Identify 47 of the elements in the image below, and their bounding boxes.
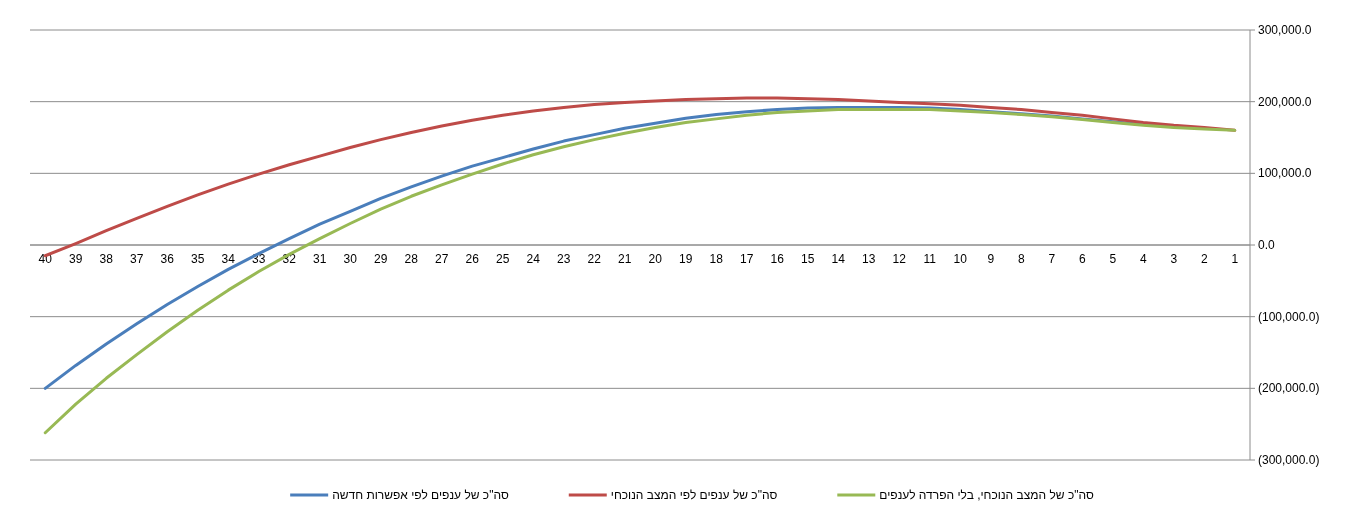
x-tick-label: 27 bbox=[435, 252, 449, 266]
x-tick-label: 29 bbox=[374, 252, 388, 266]
x-tick-label: 24 bbox=[526, 252, 541, 266]
x-tick-label: 37 bbox=[130, 252, 144, 266]
x-tick-label: 21 bbox=[618, 252, 632, 266]
x-tick-label: 22 bbox=[587, 252, 602, 266]
x-tick-label: 36 bbox=[160, 252, 175, 266]
x-tick-label: 31 bbox=[313, 252, 327, 266]
y-tick-label: (300,000.0) bbox=[1258, 453, 1320, 467]
y-tick-label: 200,000.0 bbox=[1258, 94, 1312, 109]
y-tick-label: 100,000.0 bbox=[1258, 166, 1312, 181]
x-tick-label: 3 bbox=[1170, 252, 1178, 266]
x-tick-label: 34 bbox=[221, 252, 236, 266]
x-tick-label: 14 bbox=[831, 252, 846, 266]
x-tick-label: 35 bbox=[191, 252, 205, 266]
x-tick-label: 16 bbox=[770, 252, 785, 266]
x-tick-label: 26 bbox=[465, 252, 480, 266]
x-tick-label: 11 bbox=[923, 252, 937, 266]
x-tick-label: 38 bbox=[99, 252, 114, 266]
x-tick-label: 18 bbox=[709, 252, 724, 266]
x-tick-label: 6 bbox=[1078, 252, 1086, 266]
legend-label: סה"כ של המצב הנוכחי, בלי הפרדה לענפים bbox=[879, 488, 1094, 502]
x-tick-label: 23 bbox=[557, 252, 571, 266]
x-tick-label: 17 bbox=[740, 252, 754, 266]
legend-label: סה"כ של ענפים לפי המצב הנוכחי bbox=[610, 488, 778, 502]
y-tick-label: (200,000.0) bbox=[1258, 381, 1320, 396]
x-tick-label: 28 bbox=[404, 252, 419, 266]
x-tick-label: 12 bbox=[892, 252, 907, 266]
x-tick-label: 25 bbox=[496, 252, 510, 266]
x-tick-label: 20 bbox=[648, 252, 663, 266]
x-tick-label: 8 bbox=[1017, 252, 1025, 266]
x-tick-label: 39 bbox=[69, 252, 83, 266]
y-tick-label: 300,000.0 bbox=[1258, 23, 1312, 37]
x-tick-label: 10 bbox=[953, 252, 968, 266]
y-tick-label: (100,000.0) bbox=[1258, 309, 1320, 324]
x-tick-label: 5 bbox=[1109, 252, 1117, 266]
x-tick-label: 19 bbox=[679, 252, 693, 266]
y-tick-label: 0.0 bbox=[1258, 238, 1276, 252]
x-tick-label: 9 bbox=[987, 252, 995, 266]
x-tick-label: 2 bbox=[1200, 252, 1208, 266]
x-tick-label: 15 bbox=[801, 252, 815, 266]
legend-label: סה"כ של ענפים לפי אפשרות חדשה bbox=[332, 488, 509, 502]
x-tick-label: 30 bbox=[343, 252, 358, 266]
x-tick-label: 1 bbox=[1231, 252, 1239, 266]
x-tick-label: 7 bbox=[1048, 252, 1056, 266]
x-tick-label: 4 bbox=[1139, 252, 1147, 266]
x-tick-label: 13 bbox=[862, 252, 876, 266]
